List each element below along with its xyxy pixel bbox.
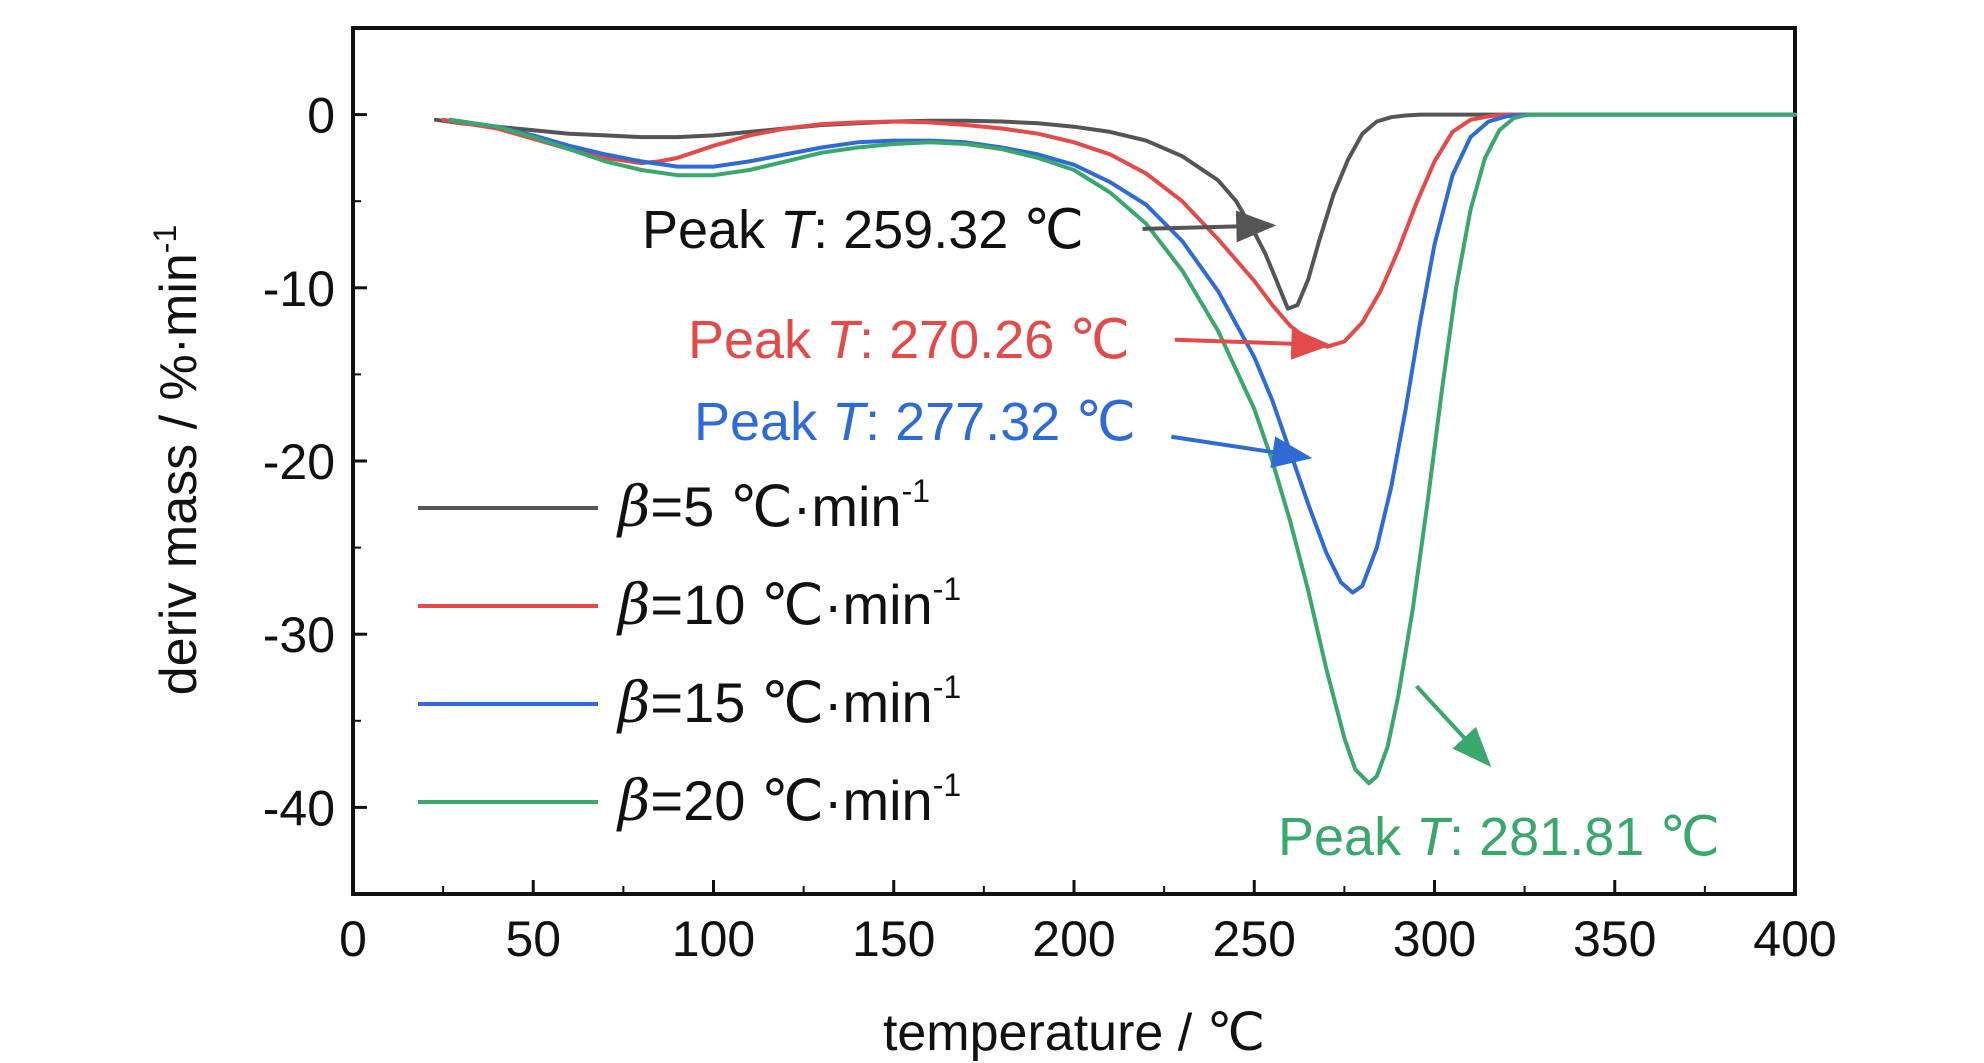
x-axis-title: temperature / ℃ <box>883 1004 1265 1062</box>
legend-sup: -1 <box>933 669 961 705</box>
plot-area <box>351 26 1797 896</box>
peak-arrow-2 <box>1171 434 1313 468</box>
peak-annotation-label: Peak <box>694 392 832 452</box>
y-tick-label: -40 <box>263 780 335 836</box>
legend-sup: -1 <box>933 571 961 607</box>
legend-entry-2: β=15 ℃·min-1 <box>616 669 961 736</box>
legend-sup: -1 <box>933 767 961 803</box>
legend-label: =20 ℃·min <box>650 769 932 832</box>
peak-arrow-1 <box>1174 327 1332 360</box>
series-line-2 <box>448 112 1797 595</box>
legend-beta-symbol: β <box>616 573 650 638</box>
legend-sup: -1 <box>902 473 930 509</box>
series-line-0 <box>433 112 1797 311</box>
x-axis-ticks: 0 50 100 150 200 250 300 350 400 <box>339 880 1837 967</box>
x-tick-label: 300 <box>1393 911 1476 967</box>
x-tick-label: 50 <box>505 911 561 967</box>
y-tick-label: -20 <box>263 434 335 490</box>
x-tick-label: 150 <box>852 911 935 967</box>
series-line-3 <box>448 112 1797 786</box>
peak-annotation-symbol: T <box>780 200 817 260</box>
legend-beta-symbol: β <box>616 475 650 540</box>
peak-annotation-symbol: T <box>1416 807 1453 867</box>
peak-annotation-symbol: T <box>826 310 863 370</box>
peak-arrow-0 <box>1142 210 1277 243</box>
peak-annotation-label: Peak <box>642 200 780 260</box>
x-tick-label: 400 <box>1753 911 1836 967</box>
y-tick-label: -10 <box>263 261 335 317</box>
legend-beta-symbol: β <box>616 769 650 834</box>
legend-label: =15 ℃·min <box>650 671 932 734</box>
peak-annotation-value: : 277.32 ℃ <box>865 392 1136 452</box>
peak-annotation-3: Peak T: 281.81 ℃ <box>1278 807 1720 867</box>
peak-arrow-3 <box>1415 684 1492 768</box>
x-tick-label: 350 <box>1573 911 1656 967</box>
peak-annotation-0: Peak T: 259.32 ℃ <box>642 200 1084 260</box>
peak-annotation-value: : 259.32 ℃ <box>813 200 1084 260</box>
series-line-1 <box>441 112 1797 349</box>
y-tick-label: -30 <box>263 607 335 663</box>
y-axis-ticks: 0 -10 -20 -30 -40 <box>263 27 367 895</box>
peak-annotation-label: Peak <box>1278 807 1416 867</box>
legend-label: =5 ℃·min <box>650 475 901 538</box>
peak-annotation-label: Peak <box>688 310 826 370</box>
series-lines <box>433 112 1797 786</box>
x-tick-label: 200 <box>1032 911 1115 967</box>
y-axis-title-main: deriv mass / %·min <box>150 253 208 695</box>
legend-entry-1: β=10 ℃·min-1 <box>616 571 961 638</box>
y-axis-title-sup: -1 <box>147 225 183 253</box>
legend-entry-0: β=5 ℃·min-1 <box>616 473 930 540</box>
x-tick-label: 100 <box>672 911 755 967</box>
legend-label: =10 ℃·min <box>650 573 932 636</box>
legend: β=5 ℃·min-1β=10 ℃·min-1β=15 ℃·min-1β=20 … <box>418 473 961 834</box>
y-tick-label: 0 <box>307 88 335 144</box>
x-tick-label: 250 <box>1213 911 1296 967</box>
x-tick-label: 0 <box>339 911 367 967</box>
peak-annotation-1: Peak T: 270.26 ℃ <box>688 310 1130 370</box>
peak-annotation-symbol: T <box>832 392 869 452</box>
y-axis-title: deriv mass / %·min-1 <box>147 225 208 696</box>
legend-entry-3: β=20 ℃·min-1 <box>616 767 961 834</box>
peak-annotation-value: : 270.26 ℃ <box>859 310 1130 370</box>
legend-beta-symbol: β <box>616 671 650 736</box>
peak-annotation-2: Peak T: 277.32 ℃ <box>694 392 1136 452</box>
peak-annotation-value: : 281.81 ℃ <box>1449 807 1720 867</box>
